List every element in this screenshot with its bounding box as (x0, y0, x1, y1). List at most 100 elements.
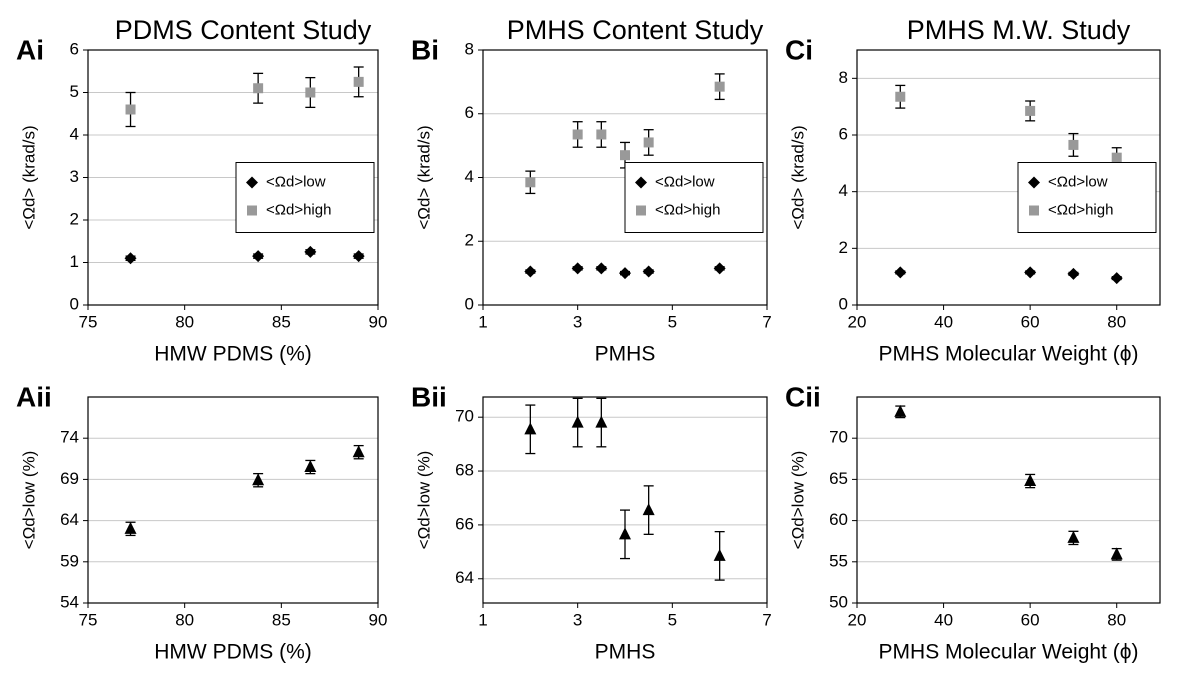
marker (713, 262, 726, 275)
y-tick-label: 68 (455, 461, 474, 480)
x-tick-label: 90 (369, 312, 388, 331)
plot-frame (87, 396, 379, 604)
y-axis-label: <Ωd>low (%) (788, 451, 807, 550)
plot-frame (482, 396, 768, 604)
legend-label: <Ωd>low (1048, 173, 1108, 190)
y-tick-label: 66 (455, 514, 474, 533)
marker (253, 83, 264, 94)
x-tick-label: 75 (79, 312, 98, 331)
y-tick-label: 1 (70, 252, 79, 271)
legend-marker (247, 205, 257, 216)
legend-box (1017, 162, 1157, 233)
x-axis-label: PMHS Molecular Weight (ϕ) (879, 641, 1139, 664)
x-axis-label: PMHS Molecular Weight (ϕ) (879, 343, 1139, 366)
x-axis-label: HMW PDMS (%) (154, 641, 311, 664)
legend-marker (1028, 176, 1040, 189)
panel-label: Bii (411, 381, 447, 412)
plot-frame (87, 49, 379, 306)
y-tick-label: 5 (70, 82, 79, 101)
y-tick-label: 4 (70, 124, 79, 143)
marker (525, 177, 536, 188)
marker (595, 262, 608, 275)
x-tick-label: 80 (175, 312, 194, 331)
panel-label: Bi (411, 34, 439, 65)
x-tick-label: 1 (478, 312, 487, 331)
y-tick-label: 65 (829, 469, 848, 488)
marker (572, 129, 583, 140)
y-tick-label: 4 (839, 181, 848, 200)
marker (1024, 266, 1037, 279)
marker (304, 460, 317, 473)
x-tick-label: 5 (668, 312, 677, 331)
x-tick-label: 60 (1021, 610, 1040, 629)
x-tick-label: 85 (272, 312, 291, 331)
x-tick-label: 40 (934, 312, 953, 331)
x-tick-label: 90 (369, 610, 388, 629)
marker (619, 267, 631, 280)
panel-title: PMHS M.W. Study (907, 15, 1131, 45)
legend-marker (1029, 205, 1039, 216)
marker (305, 87, 316, 98)
plot-frame (856, 49, 1161, 306)
legend-marker (246, 176, 258, 189)
marker (1025, 105, 1036, 116)
x-tick-label: 60 (1021, 312, 1040, 331)
marker (352, 250, 365, 263)
y-axis-label: <Ωd> (krad/s) (414, 125, 433, 229)
x-tick-label: 7 (762, 610, 771, 629)
x-tick-label: 1 (478, 610, 487, 629)
marker (252, 473, 265, 486)
panel-label: Ci (785, 34, 813, 65)
marker (571, 415, 584, 428)
y-tick-label: 70 (455, 407, 474, 426)
marker (895, 91, 906, 102)
legend-label: <Ωd>high (655, 201, 720, 218)
y-tick-label: 50 (829, 592, 848, 611)
y-tick-label: 0 (839, 294, 848, 313)
y-tick-label: 54 (60, 592, 79, 611)
x-axis-label: HMW PDMS (%) (154, 343, 311, 366)
marker (524, 422, 537, 435)
legend-label: <Ωd>high (1048, 201, 1113, 218)
x-tick-label: 80 (1107, 312, 1126, 331)
y-tick-label: 60 (829, 510, 848, 529)
y-tick-label: 4 (465, 167, 474, 186)
marker (125, 104, 136, 115)
x-tick-label: 7 (762, 312, 771, 331)
legend-box (235, 162, 375, 233)
x-tick-label: 80 (1107, 610, 1126, 629)
y-tick-label: 55 (829, 551, 848, 570)
marker (619, 527, 631, 540)
marker (1067, 530, 1080, 543)
x-axis-label: PMHS (595, 641, 656, 664)
x-tick-label: 85 (272, 610, 291, 629)
y-tick-label: 59 (60, 551, 79, 570)
x-tick-label: 20 (848, 610, 867, 629)
legend-marker (635, 176, 647, 189)
y-axis-label: <Ωd>low (%) (19, 451, 38, 550)
y-tick-label: 70 (829, 428, 848, 447)
y-axis-label: <Ωd> (krad/s) (788, 125, 807, 229)
marker (713, 548, 726, 561)
y-tick-label: 64 (60, 510, 79, 529)
x-tick-label: 5 (668, 610, 677, 629)
y-tick-label: 8 (839, 68, 848, 87)
marker (714, 81, 725, 92)
marker (596, 129, 607, 140)
marker (894, 266, 907, 279)
marker (642, 265, 655, 278)
y-tick-label: 2 (839, 238, 848, 257)
x-tick-label: 3 (573, 610, 582, 629)
marker (352, 445, 365, 458)
plot-frame (856, 396, 1161, 604)
marker (124, 252, 137, 265)
marker (353, 76, 364, 87)
marker (1068, 139, 1079, 150)
y-tick-label: 74 (60, 428, 79, 447)
marker (620, 150, 630, 161)
marker (252, 250, 265, 263)
y-tick-label: 6 (465, 103, 474, 122)
y-tick-label: 2 (465, 231, 474, 250)
legend-label: <Ωd>low (655, 173, 715, 190)
